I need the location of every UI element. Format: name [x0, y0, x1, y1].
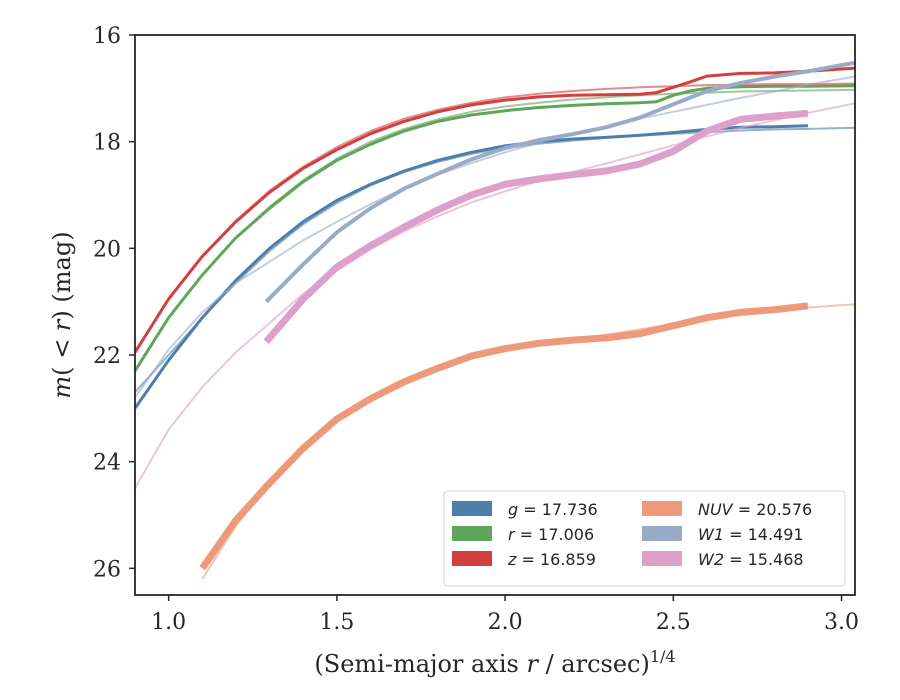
x-axis-label-prefix: (Semi-major axis — [314, 650, 526, 678]
legend-label-w2: W2 = 15.468 — [698, 550, 804, 569]
x-axis-label: (Semi-major axis r / arcsec)1/4 — [314, 647, 675, 678]
legend-swatch-w2 — [642, 551, 682, 566]
profile-line-g — [135, 124, 808, 410]
profile-line-w1 — [264, 60, 855, 304]
legend-swatch-r — [452, 526, 492, 541]
legend-label-z: z = 16.859 — [507, 550, 596, 569]
y-axis-label-open: ( — [48, 366, 76, 375]
legend-label-r: r = 17.006 — [508, 525, 594, 544]
y-tick-label: 16 — [93, 24, 121, 49]
legend-label-w1: W1 = 14.491 — [698, 525, 804, 544]
y-tick-label: 22 — [93, 344, 121, 369]
y-axis-label-lt: < — [48, 331, 76, 366]
y-tick-label: 26 — [93, 557, 121, 582]
x-tick-label: 3.0 — [824, 610, 859, 635]
model-line-w2 — [135, 102, 855, 489]
x-tick-label: 1.5 — [319, 610, 354, 635]
x-axis-label-exp: 1/4 — [650, 647, 676, 666]
plot-frame — [134, 34, 856, 596]
legend-label-g: g = 17.736 — [508, 500, 598, 519]
x-axis: 1.0 1.5 2.0 2.5 3.0 — [151, 595, 859, 635]
y-tick-label: 20 — [93, 237, 121, 262]
legend-swatch-z — [452, 551, 492, 566]
y-axis: 16 18 20 22 24 26 — [93, 24, 135, 582]
legend-label-nuv: NUV = 20.576 — [698, 500, 812, 519]
y-axis-label: m( < r) (mag) — [48, 231, 76, 398]
x-tick-label: 2.0 — [488, 610, 523, 635]
series-layer — [135, 60, 855, 580]
y-axis-label-r: r — [48, 318, 76, 331]
legend-swatch-w1 — [642, 526, 682, 541]
y-axis-label-m: m — [48, 376, 76, 399]
x-axis-label-suffix: / arcsec) — [538, 650, 650, 678]
x-axis-label-var: r — [526, 650, 539, 678]
legend-swatch-g — [452, 501, 492, 516]
y-axis-label-unit: (mag) — [48, 231, 76, 310]
y-tick-label: 18 — [93, 131, 121, 156]
profile-line-z — [135, 66, 855, 354]
profile-line-nuv — [199, 302, 809, 571]
legend-swatch-nuv — [642, 501, 682, 516]
x-tick-label: 2.5 — [656, 610, 691, 635]
legend: g = 17.736 r = 17.006 z = 16.859 NUV = 20.5… — [443, 490, 846, 587]
y-tick-label: 24 — [93, 451, 121, 476]
x-tick-label: 1.0 — [151, 610, 186, 635]
profile-line-w2 — [263, 109, 809, 344]
model-line-w1 — [135, 75, 855, 399]
y-axis-label-close: ) — [48, 310, 76, 319]
